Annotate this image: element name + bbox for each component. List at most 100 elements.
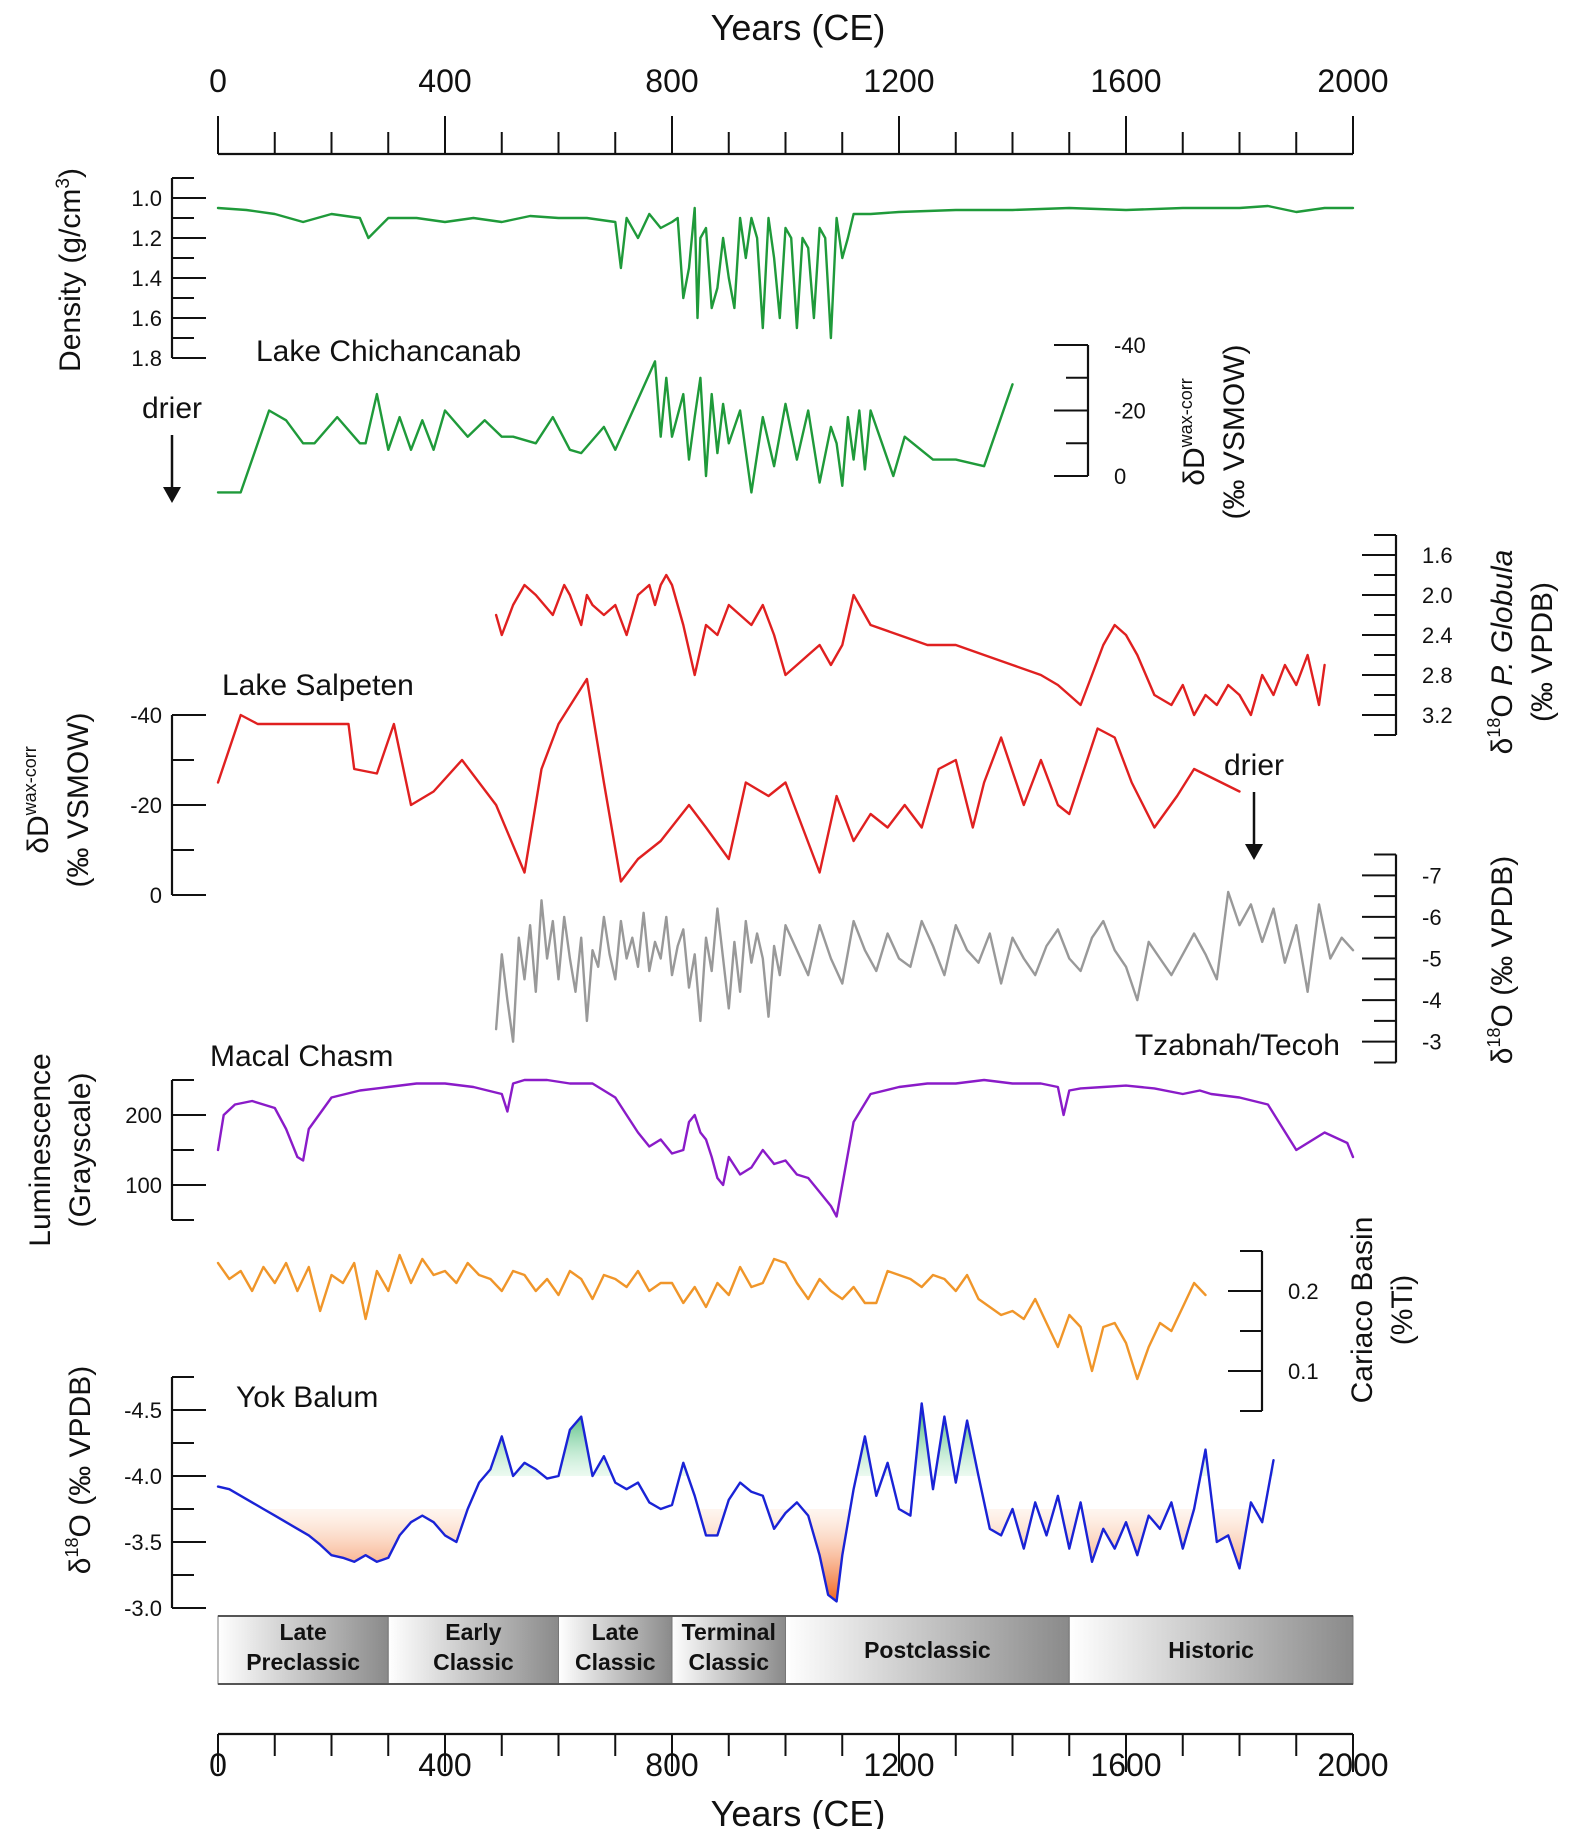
- x-tick-label: 400: [418, 63, 471, 99]
- yokbalum-wet-fill: [484, 1403, 1274, 1476]
- salpeten-y-tick-label: -20: [130, 793, 162, 818]
- chichancanab-panel: Lake Chichancanab drier -40 -20 0 δDwax-co…: [142, 333, 1251, 519]
- x-tick-label: 400: [418, 1747, 471, 1783]
- top-x-tick-labels: 0 400 800 1200 1600 2000: [209, 63, 1388, 99]
- top-x-ticks: [217, 116, 1354, 156]
- bottom-x-tick-labels: 0 400 800 1200 1600 2000: [209, 1747, 1388, 1783]
- salpeten-y-axis: -40 -20 0: [130, 703, 206, 908]
- salpeten-y-tick-label: -40: [130, 703, 162, 728]
- period-label: Late: [279, 1619, 326, 1645]
- globula-y-tick-label: 1.6: [1422, 543, 1453, 568]
- top-x-axis: Years (CE) 0 400 800 1200 1600 2000: [209, 7, 1389, 156]
- chichancanab-drier-label: drier: [142, 392, 202, 425]
- globula-y-tick-label: 2.0: [1422, 583, 1453, 608]
- salpeten-y-tick-label: 0: [150, 883, 162, 908]
- globula-y-axis: 1.6 2.0 2.4 2.8 3.2: [1362, 534, 1453, 736]
- period-label: Classic: [688, 1649, 769, 1675]
- x-tick-label: 2000: [1317, 1747, 1388, 1783]
- globula-panel: 1.6 2.0 2.4 2.8 3.2 δ18O P. Globula (‰ VPDB): [1362, 534, 1559, 755]
- yokbalum-y-axis: -4.5 -4.0 -3.5 -3.0: [124, 1376, 206, 1621]
- yokbalum-panel: Yok Balum -4.5 -4.0 -3.5 -3.0 δ18O (‰ VPDB): [62, 1366, 1274, 1621]
- macal-title: Macal Chasm: [210, 1040, 393, 1073]
- salpeten-y-label-sub: (‰ VSMOW): [62, 713, 95, 888]
- tzabnah-title: Tzabnah/Tecoh: [1135, 1029, 1340, 1062]
- tzabnah-y-axis: -7 -6 -5 -4 -3: [1362, 853, 1442, 1064]
- density-y-tick-label: 1.0: [131, 186, 162, 211]
- tzabnah-y-tick-label: -3: [1422, 1030, 1442, 1055]
- yokbalum-y-tick-label: -3.0: [124, 1596, 162, 1621]
- chichancanab-y-tick-label: -40: [1114, 333, 1146, 358]
- macal-y-axis: 200 100: [125, 1079, 206, 1221]
- salpeten-series-line: [216, 677, 1241, 883]
- x-tick-label: 1200: [863, 1747, 934, 1783]
- period-label: Early: [445, 1619, 501, 1645]
- chichancanab-y-label-sub: (‰ VSMOW): [1218, 345, 1251, 520]
- macal-y-label-sub: (Grayscale): [64, 1072, 97, 1227]
- chichancanab-y-tick-label: -20: [1114, 399, 1146, 424]
- tzabnah-y-tick-label: -7: [1422, 863, 1442, 888]
- density-y-label: Density (g/cm3): [53, 168, 87, 372]
- period-label: Late: [592, 1619, 639, 1645]
- salpeten-title: Lake Salpeten: [222, 669, 414, 702]
- tzabnah-series-line: [494, 890, 1355, 1043]
- macal-y-tick-label: 100: [125, 1173, 162, 1198]
- x-tick-label: 1600: [1090, 1747, 1161, 1783]
- yokbalum-y-tick-label: -3.5: [124, 1530, 162, 1555]
- macal-series-line: [216, 1078, 1355, 1218]
- cariaco-series-line: [216, 1253, 1207, 1381]
- x-tick-label: 0: [209, 1747, 227, 1783]
- globula-y-tick-label: 3.2: [1422, 703, 1453, 728]
- chichancanab-drier-arrow: [163, 435, 181, 503]
- tzabnah-panel: Tzabnah/Tecoh -7 -6 -5 -4 -3 δ18O (‰ VPDB): [1135, 853, 1519, 1064]
- top-x-axis-title: Years (CE): [711, 7, 886, 48]
- period-label: Terminal: [682, 1619, 776, 1645]
- salpeten-y-label: δDwax-corr: [20, 746, 55, 853]
- yokbalum-y-label: δ18O (‰ VPDB): [62, 1366, 97, 1574]
- macal-y-label: Luminescence: [24, 1053, 57, 1246]
- bottom-x-axis-title: Years (CE): [711, 1793, 886, 1829]
- salpeten-panel: Lake Salpeten drier -40 -20 0 δDwax-corr (…: [20, 669, 1284, 908]
- macal-y-tick-label: 200: [125, 1103, 162, 1128]
- globula-y-tick-label: 2.4: [1422, 623, 1453, 648]
- period-box: [217, 1615, 389, 1685]
- cariaco-y-tick-label: 0.2: [1288, 1279, 1319, 1304]
- density-y-tick-label: 1.4: [131, 266, 162, 291]
- tzabnah-y-label: δ18O (‰ VPDB): [1484, 856, 1519, 1064]
- bottom-x-axis: 0 400 800 1200 1600 2000 Years (CE): [209, 1732, 1389, 1829]
- yokbalum-anomaly-fills: [263, 1403, 1274, 1602]
- globula-y-tick-label: 2.8: [1422, 663, 1453, 688]
- cultural-periods-bar: Late Preclassic Early Classic Late Classic Ter…: [217, 1615, 1354, 1685]
- chichancanab-y-label: δDwax-corr: [1176, 378, 1211, 485]
- chichancanab-y-axis: -40 -20 0: [1054, 333, 1146, 489]
- density-panel: 1.0 1.2 1.4 1.6 1.8 Density (g/cm3): [53, 168, 206, 372]
- yokbalum-y-tick-label: -4.5: [124, 1398, 162, 1423]
- x-tick-label: 1600: [1090, 63, 1161, 99]
- chichancanab-y-tick-label: 0: [1114, 464, 1126, 489]
- x-tick-label: 800: [645, 63, 698, 99]
- chichancanab-series-line: [216, 360, 1014, 494]
- density-series-line: [216, 204, 1355, 340]
- x-tick-label: 1200: [863, 63, 934, 99]
- macal-panel: Macal Chasm 200 100 Luminescence (Graysca…: [24, 1040, 393, 1247]
- period-label: Postclassic: [864, 1637, 991, 1663]
- yokbalum-dry-fill: [263, 1509, 1265, 1602]
- globula-y-label-sub: (‰ VPDB): [1526, 582, 1559, 722]
- cariaco-y-axis: 0.2 0.1: [1228, 1250, 1319, 1412]
- yokbalum-title: Yok Balum: [236, 1381, 378, 1414]
- period-label: Classic: [575, 1649, 656, 1675]
- period-label: Classic: [433, 1649, 514, 1675]
- globula-y-label: δ18O P. Globula: [1484, 550, 1519, 755]
- cariaco-y-label-sub: (%Ti): [1386, 1275, 1419, 1346]
- period-label: Historic: [1168, 1637, 1254, 1663]
- series-layer: [216, 204, 1355, 1603]
- yokbalum-series-line: [216, 1402, 1275, 1603]
- salpeten-drier-arrow: [1245, 792, 1263, 860]
- chichancanab-title: Lake Chichancanab: [256, 335, 521, 368]
- x-tick-label: 2000: [1317, 63, 1388, 99]
- tzabnah-y-tick-label: -6: [1422, 905, 1442, 930]
- density-y-tick-label: 1.8: [131, 346, 162, 371]
- density-y-tick-label: 1.6: [131, 306, 162, 331]
- x-tick-label: 0: [209, 63, 227, 99]
- tzabnah-y-tick-label: -4: [1422, 988, 1442, 1013]
